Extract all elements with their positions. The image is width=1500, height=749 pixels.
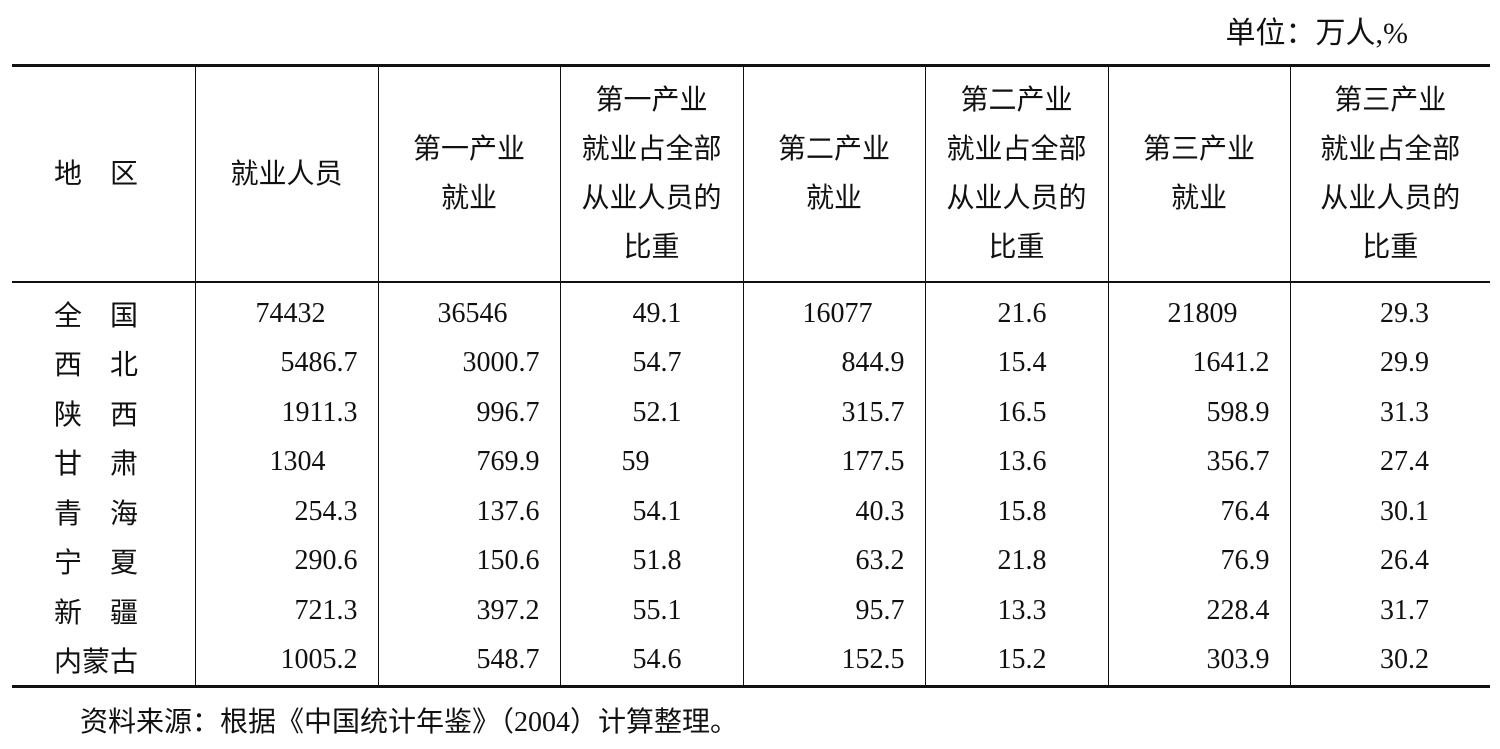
table-row: 新 疆 721.3 397.2 55.1 95.7 13.3 228.4 31.7 xyxy=(12,586,1490,636)
value-cell: 721.3 xyxy=(194,586,378,636)
value-cell: 290.6 xyxy=(194,536,378,586)
value-cell: 16077 xyxy=(742,282,925,339)
table-row: 陕 西 1911.3 996.7 52.1 315.7 16.5 598.9 31.3 xyxy=(12,388,1490,438)
value-cell: 150.6 xyxy=(377,536,560,586)
source-note: 资料来源：根据《中国统计年鉴》（2004）计算整理。 xyxy=(80,707,739,738)
value-cell: 996.7 xyxy=(377,388,560,438)
value-cell: 21809 xyxy=(1107,282,1290,339)
region-cell: 甘 肃 xyxy=(54,449,139,481)
value-cell: 36546 xyxy=(377,282,560,339)
region-cell: 青 海 xyxy=(54,498,139,530)
value-cell: 3000.7 xyxy=(377,338,560,388)
value-cell: 76.9 xyxy=(1107,536,1290,586)
value-cell: 137.6 xyxy=(377,487,560,537)
table-row: 全 国 74432 36546 49.1 16077 21.6 21809 29.3 xyxy=(12,282,1490,339)
region-cell: 西 北 xyxy=(54,350,139,382)
header-cell: 第三产业 就业 xyxy=(1107,65,1290,282)
header-cell: 地 区 xyxy=(54,158,139,190)
value-cell: 152.5 xyxy=(742,635,925,687)
value-cell: 29.3 xyxy=(1289,282,1490,339)
value-cell: 315.7 xyxy=(742,388,925,438)
value-cell: 397.2 xyxy=(377,586,560,636)
header-cell: 第一产业 就业占全部 从业人员的 比重 xyxy=(559,65,743,282)
value-cell: 13.6 xyxy=(924,437,1108,487)
header-cell: 第三产业 就业占全部 从业人员的 比重 xyxy=(1289,65,1490,282)
value-cell: 769.9 xyxy=(377,437,560,487)
value-cell: 54.7 xyxy=(559,338,743,388)
value-cell: 303.9 xyxy=(1107,635,1290,687)
value-cell: 1911.3 xyxy=(194,388,378,438)
header-cell: 第二产业 就业占全部 从业人员的 比重 xyxy=(924,65,1108,282)
value-cell: 76.4 xyxy=(1107,487,1290,537)
value-cell: 21.6 xyxy=(924,282,1108,339)
region-cell: 陕 西 xyxy=(54,399,139,431)
value-cell: 356.7 xyxy=(1107,437,1290,487)
header-cell: 第二产业 就业 xyxy=(742,65,925,282)
value-cell: 29.9 xyxy=(1289,338,1490,388)
value-cell: 844.9 xyxy=(742,338,925,388)
value-cell: 13.3 xyxy=(924,586,1108,636)
unit-label: 单位：万人,% xyxy=(1225,17,1409,50)
value-cell: 30.2 xyxy=(1289,635,1490,687)
header-cell: 就业人员 xyxy=(194,65,378,282)
value-cell: 95.7 xyxy=(742,586,925,636)
value-cell: 59 xyxy=(559,437,743,487)
value-cell: 1641.2 xyxy=(1107,338,1290,388)
value-cell: 49.1 xyxy=(559,282,743,339)
header-cell: 第一产业 就业 xyxy=(377,65,560,282)
value-cell: 30.1 xyxy=(1289,487,1490,537)
value-cell: 5486.7 xyxy=(194,338,378,388)
value-cell: 1304 xyxy=(194,437,378,487)
table-row: 西 北 5486.7 3000.7 54.7 844.9 15.4 1641.2 29.9 xyxy=(12,338,1490,388)
region-cell: 内蒙古 xyxy=(54,647,139,679)
table-row: 宁 夏 290.6 150.6 51.8 63.2 21.8 76.9 26.4 xyxy=(12,536,1490,586)
value-cell: 27.4 xyxy=(1289,437,1490,487)
value-cell: 52.1 xyxy=(559,388,743,438)
value-cell: 254.3 xyxy=(194,487,378,537)
table-row: 青 海 254.3 137.6 54.1 40.3 15.8 76.4 30.1 xyxy=(12,487,1490,537)
table-row: 内蒙古 1005.2 548.7 54.6 152.5 15.2 303.9 30.2 xyxy=(12,635,1490,687)
value-cell: 177.5 xyxy=(742,437,925,487)
value-cell: 55.1 xyxy=(559,586,743,636)
value-cell: 1005.2 xyxy=(194,635,378,687)
value-cell: 15.4 xyxy=(924,338,1108,388)
value-cell: 40.3 xyxy=(742,487,925,537)
value-cell: 31.3 xyxy=(1289,388,1490,438)
table-body: 全 国 74432 36546 49.1 16077 21.6 21809 29.3 西 北 54… xyxy=(12,282,1490,687)
header-row: 地 区 就业人员 第一产业 就业 第一产业 就业占全部 从业人员的 比重 第二产业 就业 第二产业就… xyxy=(12,65,1490,282)
value-cell: 15.2 xyxy=(924,635,1108,687)
value-cell: 63.2 xyxy=(742,536,925,586)
value-cell: 51.8 xyxy=(559,536,743,586)
value-cell: 598.9 xyxy=(1107,388,1290,438)
value-cell: 54.1 xyxy=(559,487,743,537)
value-cell: 26.4 xyxy=(1289,536,1490,586)
value-cell: 54.6 xyxy=(559,635,743,687)
region-cell: 新 疆 xyxy=(54,597,139,629)
value-cell: 31.7 xyxy=(1289,586,1490,636)
data-table: 地 区 就业人员 第一产业 就业 第一产业 就业占全部 从业人员的 比重 第二产业 就业 第二产业就… xyxy=(12,64,1490,688)
region-cell: 宁 夏 xyxy=(54,548,139,580)
value-cell: 21.8 xyxy=(924,536,1108,586)
value-cell: 16.5 xyxy=(924,388,1108,438)
value-cell: 74432 xyxy=(194,282,378,339)
value-cell: 548.7 xyxy=(377,635,560,687)
value-cell: 228.4 xyxy=(1107,586,1290,636)
region-cell: 全 国 xyxy=(54,300,139,332)
value-cell: 15.8 xyxy=(924,487,1108,537)
table-row: 甘 肃 1304 769.9 59 177.5 13.6 356.7 27.4 xyxy=(12,437,1490,487)
